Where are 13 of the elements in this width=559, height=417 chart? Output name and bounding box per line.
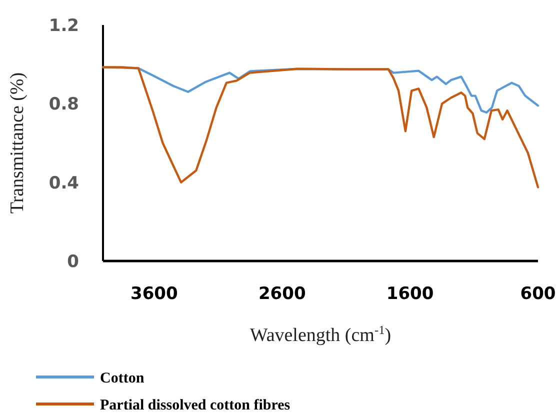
y-tick-label: 1.2	[48, 16, 79, 36]
x-axis-title: Wavelength (cm$^{-1}$)	[250, 323, 392, 346]
legend-label: Cotton	[100, 370, 145, 386]
x-tick-label: 3600	[130, 284, 178, 304]
legend-label: Partial dissolved cotton fibres	[100, 397, 290, 414]
y-axis-title: Transmittance (%)	[7, 72, 28, 214]
x-tick-label: 1600	[386, 284, 434, 304]
y-tick-label: 0.4	[48, 173, 80, 194]
x-tick-label: 2600	[258, 284, 306, 304]
y-tick-label: 0	[67, 252, 80, 272]
x-tick-label: 600	[520, 284, 556, 304]
line-series	[102, 66, 540, 188]
y-tick-label: 0.8	[48, 94, 79, 115]
